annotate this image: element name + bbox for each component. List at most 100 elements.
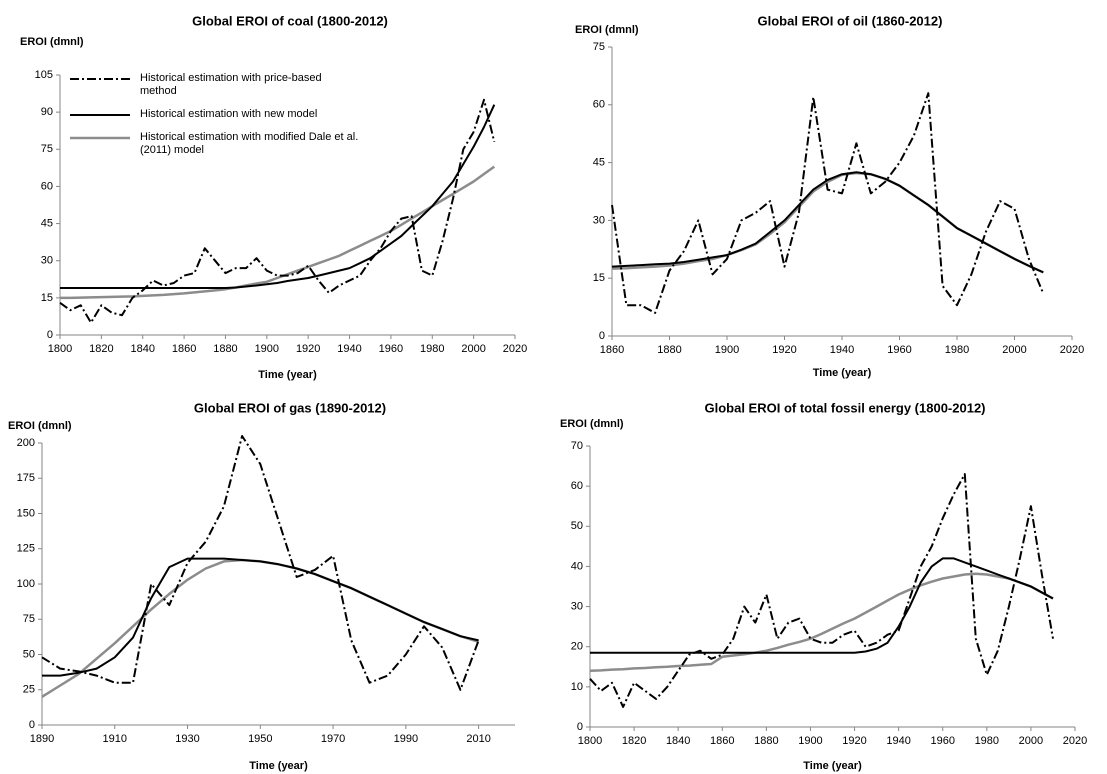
y-tick-label: 90 [41,106,53,118]
x-tick-label: 1960 [930,735,954,747]
data-line [60,165,496,300]
y-tick-label: 10 [571,681,583,693]
x-tick-label: 1980 [975,735,999,747]
y-tick-label: 30 [41,255,53,267]
x-tick-label: 1900 [715,344,739,356]
data-line [59,98,496,324]
data-line [41,435,480,691]
y-axis-label: EROI (dmnl) [575,24,639,36]
x-tick-label: 1990 [394,733,418,745]
x-tick-label: 1940 [886,735,910,747]
x-tick-label: 1950 [248,733,272,745]
x-tick-label: 2000 [1002,344,1026,356]
x-tick-label: 1880 [754,735,778,747]
legend-entry: Historical estimation with new model [68,108,368,121]
data-line [42,557,479,677]
subplot: Global EROI of oil (1860-2012) EROI (dmnl… [575,13,1084,378]
x-tick-label: 1980 [420,343,444,355]
chart-title: Global EROI of gas (1890-2012) [194,400,386,415]
y-tick-label: 45 [41,217,53,229]
x-tick-label: 1880 [657,344,681,356]
legend-swatch [70,114,130,116]
x-tick-label: 1920 [296,343,320,355]
legend: Historical estimation with price-based m… [68,72,368,167]
y-tick-label: 75 [23,613,35,625]
subplot: Global EROI of coal (1800-2012) EROI (dmn… [20,13,527,380]
y-tick-label: 50 [571,520,583,532]
x-tick-label: 1960 [379,343,403,355]
chart-title: Global EROI of oil (1860-2012) [758,13,943,28]
x-axis-label: Time (year) [803,760,862,772]
legend-label: Historical estimation with modified Dale… [140,131,359,156]
x-tick-label: 1860 [600,344,624,356]
x-axis-label: Time (year) [813,367,872,379]
y-tick-label: 60 [571,480,583,492]
y-tick-label: 75 [41,143,53,155]
x-tick-label: 2020 [1060,344,1084,356]
legend-entry: Historical estimation with modified Dale… [68,131,368,157]
legend-label: Historical estimation with new model [140,108,318,120]
y-tick-label: 60 [593,99,605,111]
x-tick-label: 2000 [461,343,485,355]
x-tick-label: 1910 [103,733,127,745]
legend-swatch [70,136,130,140]
y-tick-label: 40 [571,560,583,572]
x-tick-label: 1840 [130,343,154,355]
x-axis-label: Time (year) [258,369,317,381]
legend-label: Historical estimation with price-based m… [140,72,322,97]
y-tick-label: 25 [23,684,35,696]
x-axis-label: Time (year) [249,760,308,772]
x-tick-label: 1820 [89,343,113,355]
data-line [611,92,1045,314]
y-axis-label: EROI (dmnl) [20,36,84,48]
x-tick-label: 1860 [172,343,196,355]
data-line [589,473,1054,708]
y-tick-label: 125 [17,543,35,555]
y-tick-label: 60 [41,180,53,192]
y-tick-label: 15 [41,292,53,304]
y-tick-label: 200 [17,437,35,449]
x-tick-label: 1900 [798,735,822,747]
legend-entry: Historical estimation with price-based m… [68,72,368,98]
data-line [589,572,1054,673]
data-line [590,557,1054,654]
x-tick-label: 1920 [842,735,866,747]
data-line [60,104,496,289]
y-tick-label: 15 [593,272,605,284]
y-axis-label: EROI (dmnl) [560,418,624,430]
chart-title: Global EROI of coal (1800-2012) [192,13,388,28]
y-tick-label: 45 [593,157,605,169]
y-tick-label: 105 [35,69,53,81]
y-tick-label: 75 [593,41,605,53]
data-line [611,171,1044,274]
x-tick-label: 2010 [466,733,490,745]
x-tick-label: 1880 [213,343,237,355]
y-tick-label: 20 [571,641,583,653]
x-tick-label: 1890 [30,733,54,745]
data-line [41,558,479,698]
x-tick-label: 1800 [48,343,72,355]
x-tick-label: 1970 [321,733,345,745]
legend-swatch [70,78,130,80]
chart-title: Global EROI of total fossil energy (1800… [704,400,985,415]
subplot: Global EROI of total fossil energy (1800… [560,400,1087,771]
x-tick-label: 1860 [710,735,734,747]
y-tick-label: 0 [599,330,605,342]
subplot: Global EROI of gas (1890-2012) EROI (dmnl… [8,400,515,772]
y-axis-label: EROI (dmnl) [8,420,72,432]
y-tick-label: 0 [577,721,583,733]
x-tick-label: 2020 [1063,735,1087,747]
y-tick-label: 150 [17,507,35,519]
y-tick-label: 0 [47,329,53,341]
y-tick-label: 30 [593,214,605,226]
x-tick-label: 1980 [945,344,969,356]
x-tick-label: 1930 [175,733,199,745]
x-tick-label: 1820 [622,735,646,747]
x-tick-label: 1940 [830,344,854,356]
y-tick-label: 70 [571,440,583,452]
y-tick-label: 175 [17,472,35,484]
x-tick-label: 2020 [503,343,527,355]
x-tick-label: 2000 [1019,735,1043,747]
